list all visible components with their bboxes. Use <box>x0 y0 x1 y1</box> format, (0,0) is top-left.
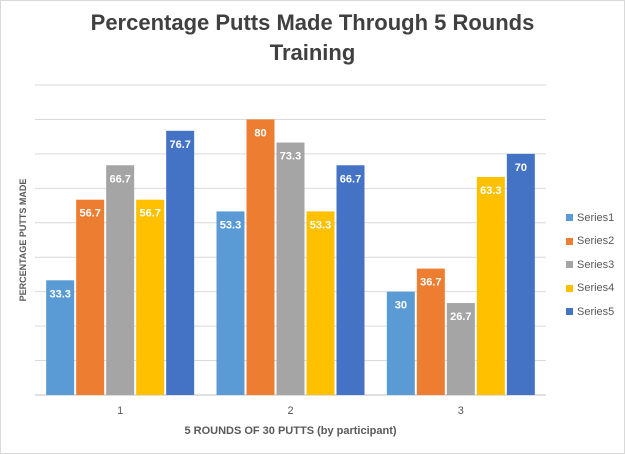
data-label: 73.3 <box>280 151 301 163</box>
bar-series4-cat-2 <box>306 211 335 395</box>
bar-series3-cat-3 <box>446 303 475 395</box>
data-label: 53.3 <box>310 219 331 231</box>
bar-series4-cat-1 <box>136 199 165 395</box>
data-label: 66.7 <box>340 173 361 185</box>
bar-series2-cat-3 <box>416 268 445 395</box>
legend-swatch <box>566 237 573 245</box>
legend: Series1 Series2 Series3 Series4 Series5 <box>566 206 614 324</box>
legend-label: Series2 <box>577 235 615 248</box>
x-tick-label: 3 <box>458 405 464 417</box>
bar-series1-cat-3 <box>386 291 415 395</box>
legend-label: Series5 <box>577 305 615 318</box>
chart-title: Percentage Putts Made Through 5 Rounds T… <box>0 8 625 68</box>
bar-series3-cat-1 <box>106 165 135 395</box>
chart-title-line-2: Training <box>269 40 356 65</box>
bar-series4-cat-3 <box>476 176 505 395</box>
bar-series3-cat-2 <box>276 142 305 395</box>
y-axis-title: PERCENTAGE PUTTS MADE <box>18 179 28 302</box>
legend-item-series1: Series1 <box>566 206 614 230</box>
legend-label: Series3 <box>577 258 615 271</box>
x-tick-label: 2 <box>287 405 293 417</box>
data-label: 26.7 <box>450 311 471 323</box>
data-label: 56.7 <box>139 208 160 220</box>
legend-item-series2: Series2 <box>566 230 614 254</box>
legend-label: Series1 <box>577 211 615 224</box>
data-label: 36.7 <box>420 277 441 289</box>
legend-item-series5: Series5 <box>566 300 614 324</box>
x-tick-label: 1 <box>117 405 123 417</box>
legend-swatch <box>566 284 573 292</box>
data-label: 70 <box>515 162 527 174</box>
bar-series5-cat-3 <box>506 153 535 395</box>
data-label: 56.7 <box>79 208 100 220</box>
bar-series5-cat-1 <box>166 130 195 396</box>
legend-swatch <box>566 308 573 316</box>
legend-item-series4: Series4 <box>566 277 614 301</box>
data-label: 30 <box>395 300 407 312</box>
bar-series2-cat-2 <box>246 119 275 395</box>
bar-series5-cat-2 <box>336 165 365 395</box>
chart-title-line-1: Percentage Putts Made Through 5 Rounds <box>90 10 535 35</box>
data-label: 33.3 <box>49 288 70 300</box>
legend-swatch <box>566 214 573 222</box>
legend-swatch <box>566 261 573 269</box>
data-label: 66.7 <box>109 173 130 185</box>
data-label: 80 <box>254 127 266 139</box>
bar-series1-cat-1 <box>46 280 75 395</box>
legend-label: Series4 <box>577 282 615 295</box>
bar-series2-cat-1 <box>76 199 105 395</box>
x-axis-title: 5 ROUNDS OF 30 PUTTS (by participant) <box>184 425 396 437</box>
legend-item-series3: Series3 <box>566 253 614 277</box>
data-label: 76.7 <box>169 139 190 151</box>
data-label: 53.3 <box>220 219 241 231</box>
bar-series1-cat-2 <box>216 211 245 395</box>
data-label: 63.3 <box>480 185 501 197</box>
